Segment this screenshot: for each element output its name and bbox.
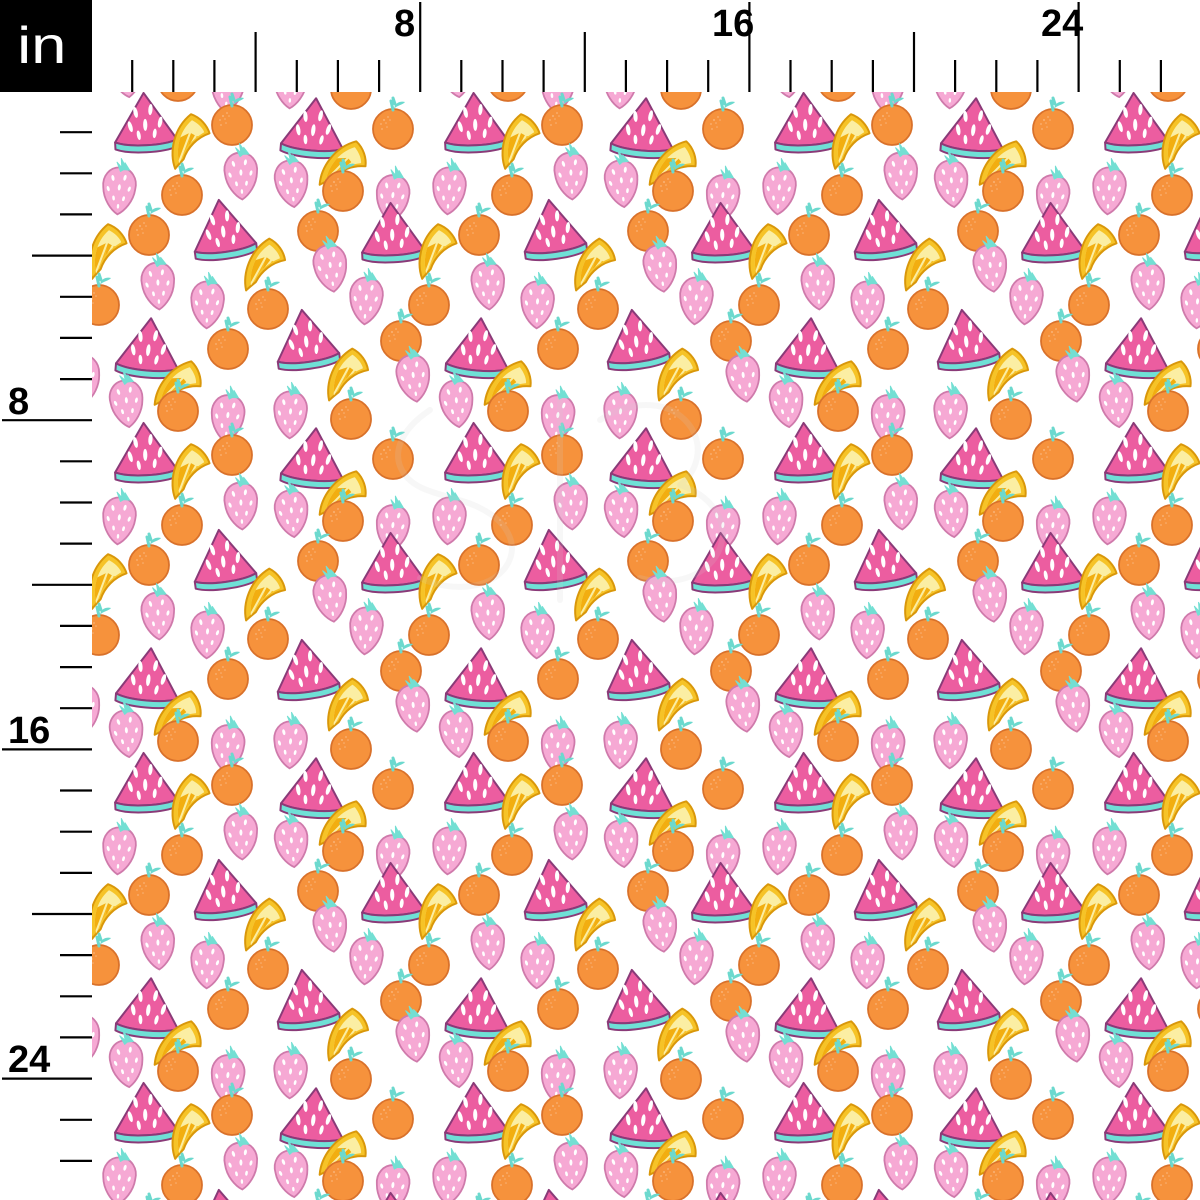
svg-text:8: 8 [8,381,29,423]
svg-text:8: 8 [394,3,415,45]
svg-text:24: 24 [8,1039,50,1081]
svg-text:16: 16 [8,710,50,752]
svg-text:16: 16 [712,3,754,45]
svg-text:in: in [17,16,66,74]
svg-text:24: 24 [1041,3,1083,45]
